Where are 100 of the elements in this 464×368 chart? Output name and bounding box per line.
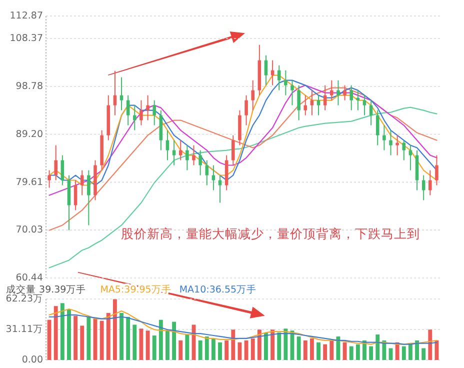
bar xyxy=(310,338,314,360)
candlestick xyxy=(152,100,156,126)
bar xyxy=(204,336,209,360)
candlestick xyxy=(310,90,314,116)
bar xyxy=(257,330,262,360)
text: MA10:36.55万手 xyxy=(179,284,257,296)
bar xyxy=(86,316,91,360)
candlestick xyxy=(178,140,182,161)
candlestick xyxy=(212,164,216,191)
bar xyxy=(415,340,419,360)
candlestick xyxy=(435,154,438,186)
bar xyxy=(244,340,248,360)
candlestick xyxy=(396,134,399,156)
line-series xyxy=(48,106,438,268)
bar xyxy=(382,340,386,360)
bar xyxy=(224,340,229,360)
candlestick xyxy=(297,84,300,121)
bar xyxy=(54,306,58,360)
candlestick xyxy=(428,170,432,196)
candlestick xyxy=(205,160,209,186)
candlestick xyxy=(264,54,268,86)
candlestick xyxy=(350,84,353,111)
candlestick xyxy=(422,174,426,201)
bar xyxy=(434,340,439,360)
candlestick xyxy=(376,110,380,146)
y-tick-label: 98.78 xyxy=(16,81,43,92)
candlestick xyxy=(336,80,340,106)
chart-title: 成交量 39.39万手 xyxy=(6,284,86,296)
bar xyxy=(112,299,117,360)
candlestick xyxy=(192,144,196,166)
line-series xyxy=(48,308,438,345)
candlestick xyxy=(251,80,254,111)
bar xyxy=(120,312,124,360)
candlestick xyxy=(408,144,412,171)
bar xyxy=(264,332,268,360)
bar xyxy=(211,338,216,360)
candlestick xyxy=(126,94,130,126)
bar xyxy=(284,328,288,360)
candlestick xyxy=(270,60,274,86)
candlestick xyxy=(356,90,360,111)
candlestick xyxy=(60,154,64,186)
bar xyxy=(376,334,380,360)
candlestick xyxy=(277,64,281,91)
y-tick-label: 108.37 xyxy=(10,33,43,44)
annotation: 股价新高，量能大幅减少，量价顶背离，下跌马上到 xyxy=(120,226,420,241)
line-series xyxy=(48,314,438,345)
candlestick xyxy=(218,174,222,204)
candlestick xyxy=(166,130,170,161)
bar xyxy=(238,342,242,360)
bar xyxy=(323,344,328,360)
candlestick xyxy=(323,84,327,111)
bar xyxy=(132,324,137,360)
bar xyxy=(296,336,301,360)
bar xyxy=(47,320,52,360)
candlestick xyxy=(80,170,84,196)
candlestick xyxy=(146,94,150,121)
y-tick-label: 70.03 xyxy=(16,224,43,236)
bar xyxy=(152,335,156,360)
candlestick xyxy=(369,100,373,126)
bar xyxy=(428,330,432,360)
candlestick xyxy=(48,170,51,188)
bar xyxy=(126,316,130,360)
y-tick-label: 0.00 xyxy=(22,354,43,366)
bar xyxy=(330,340,334,360)
candlestick xyxy=(244,94,248,126)
bar xyxy=(231,330,236,360)
bar xyxy=(303,340,308,360)
bar xyxy=(60,303,64,360)
y-tick-label: 31.11万 xyxy=(6,324,43,336)
bar xyxy=(218,342,222,360)
candlestick xyxy=(316,94,320,116)
bar xyxy=(336,336,340,360)
candlestick xyxy=(382,124,386,151)
bar xyxy=(67,309,71,360)
y-tick-label: 79.61 xyxy=(16,176,43,188)
candlestick xyxy=(133,104,136,131)
candlestick xyxy=(290,80,294,106)
y-tick-label: 112.87 xyxy=(10,10,43,22)
candlestick xyxy=(198,150,202,176)
bar xyxy=(422,348,426,360)
candlestick xyxy=(172,140,176,166)
bar xyxy=(172,322,176,360)
candlestick xyxy=(284,70,288,96)
bar xyxy=(388,348,393,360)
bar xyxy=(408,344,412,360)
candlestick xyxy=(54,144,58,181)
candlestick xyxy=(343,84,346,101)
bar xyxy=(146,330,150,360)
bar xyxy=(369,346,374,360)
bar xyxy=(349,346,354,360)
candlestick xyxy=(113,70,117,116)
candlestick xyxy=(402,140,406,161)
candlestick xyxy=(140,100,143,126)
bar xyxy=(185,334,190,360)
candlestick xyxy=(330,80,334,101)
bar xyxy=(106,312,110,360)
bar xyxy=(270,330,275,360)
bar xyxy=(74,316,78,360)
bar xyxy=(198,340,202,360)
y-tick-label: 62.23万 xyxy=(6,294,43,305)
